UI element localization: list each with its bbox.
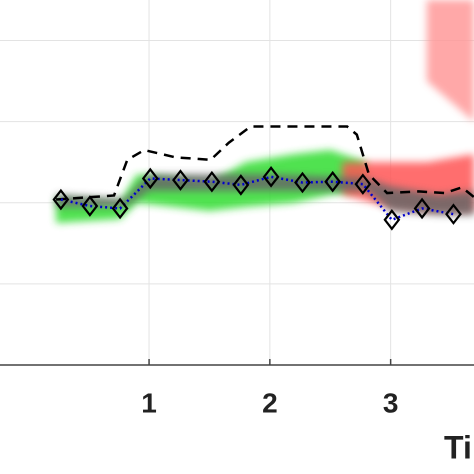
diamond-marker <box>111 197 129 220</box>
plot-area: 1 2 3 <box>0 0 474 418</box>
diamond-marker <box>262 166 280 188</box>
band <box>426 0 474 122</box>
diamond-marker <box>294 171 311 194</box>
diamond-marker <box>52 188 70 211</box>
x-axis-label: Ti <box>444 429 472 465</box>
line <box>55 125 474 201</box>
diamond-marker <box>383 209 401 231</box>
diamond-marker <box>81 195 99 217</box>
diamond-marker <box>324 170 342 193</box>
x-tick-label: 2 <box>262 387 278 418</box>
x-tick-label: 1 <box>141 387 157 418</box>
diamond-marker <box>354 173 372 195</box>
diamond-marker <box>232 174 250 196</box>
diamond-marker <box>445 203 462 225</box>
diamond-marker <box>172 169 189 191</box>
diamond-marker <box>413 197 431 220</box>
diamond-marker <box>203 170 221 193</box>
diamond-marker <box>141 167 159 190</box>
x-tick-label: 3 <box>383 387 399 418</box>
line <box>60 175 454 222</box>
